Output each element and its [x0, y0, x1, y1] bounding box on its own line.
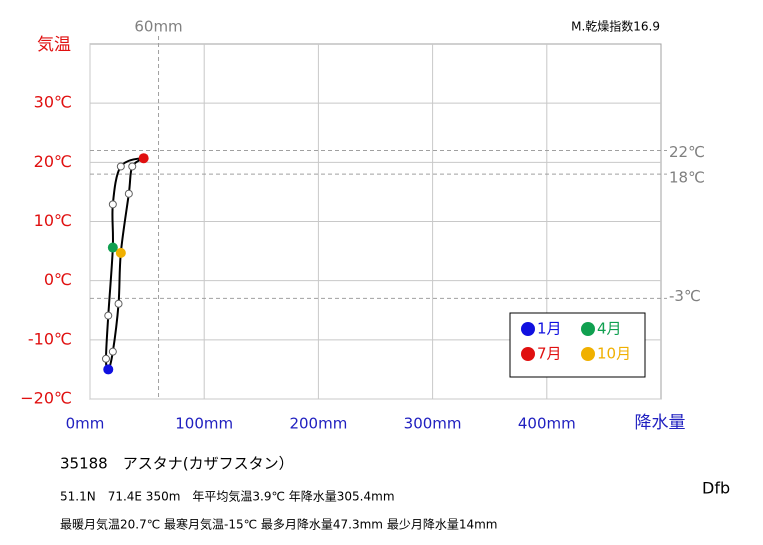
month-point: [116, 162, 125, 171]
legend-marker: [521, 347, 535, 361]
x-tick-label: 200mm: [289, 415, 347, 433]
legend-marker: [581, 322, 595, 336]
month-point: [124, 189, 133, 198]
y-tick-label: 20℃: [34, 152, 72, 171]
legend-marker: [521, 322, 535, 336]
y-tick-label: 30℃: [34, 93, 72, 112]
x-tick-label: 300mm: [404, 415, 462, 433]
month-point: [138, 153, 149, 164]
station: 35188 アスタナ(カザフスタン）: [60, 455, 294, 473]
info-line: 51.1N 71.4E 350m 年平均気温3.9℃ 年降水量305.4mm: [60, 489, 395, 504]
x-tick-label: 0mm: [66, 415, 105, 433]
month-point: [107, 242, 118, 253]
month-point: [128, 162, 137, 171]
month-point: [108, 347, 117, 356]
month-point: [104, 311, 113, 320]
climate-class: Dfb: [702, 479, 730, 498]
month-point: [108, 200, 117, 209]
info-line: 最暖月気温20.7℃ 最寒月気温-15℃ 最多月降水量47.3mm 最少月降水量…: [60, 517, 497, 532]
legend-label: 10月: [597, 345, 631, 363]
y-tick-label: −20℃: [20, 389, 72, 408]
month-point: [114, 299, 123, 308]
ref-label: -3℃: [669, 287, 701, 305]
month-point: [101, 354, 110, 363]
ref-label: 22℃: [669, 143, 705, 161]
legend-label: 1月: [537, 320, 562, 338]
y-tick-label: -10℃: [28, 329, 72, 348]
x-tick-label: 100mm: [175, 415, 233, 433]
x-tick-label: 400mm: [518, 415, 576, 433]
x-title: 降水量: [635, 413, 686, 433]
y-tick-label: 0℃: [44, 270, 72, 289]
ref-label: 18℃: [669, 169, 705, 187]
y-title: 気温: [37, 35, 71, 55]
month-point: [103, 364, 114, 375]
y-tick-label: 10℃: [34, 211, 72, 230]
ref-label: 60mm: [134, 18, 182, 36]
month-point: [115, 247, 126, 258]
legend-label: 4月: [597, 320, 622, 338]
legend-label: 7月: [537, 345, 562, 363]
legend-marker: [581, 347, 595, 361]
corner-note: M.乾燥指数16.9: [571, 19, 660, 34]
